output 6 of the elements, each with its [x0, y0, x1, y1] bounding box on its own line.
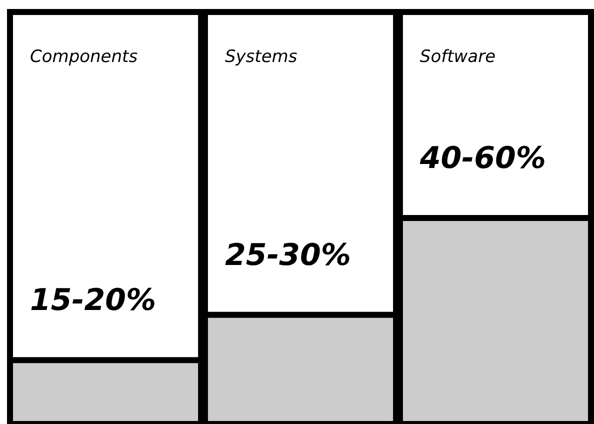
- text: 40-60%: [418, 141, 546, 176]
- x-tick-label: Software: [420, 47, 496, 67]
- x-tick-label: Components: [30, 47, 138, 67]
- annotation: 25-30%: [224, 238, 351, 273]
- annotation: 15-20%: [30, 283, 156, 318]
- x-tick-label: Systems: [224, 47, 298, 67]
